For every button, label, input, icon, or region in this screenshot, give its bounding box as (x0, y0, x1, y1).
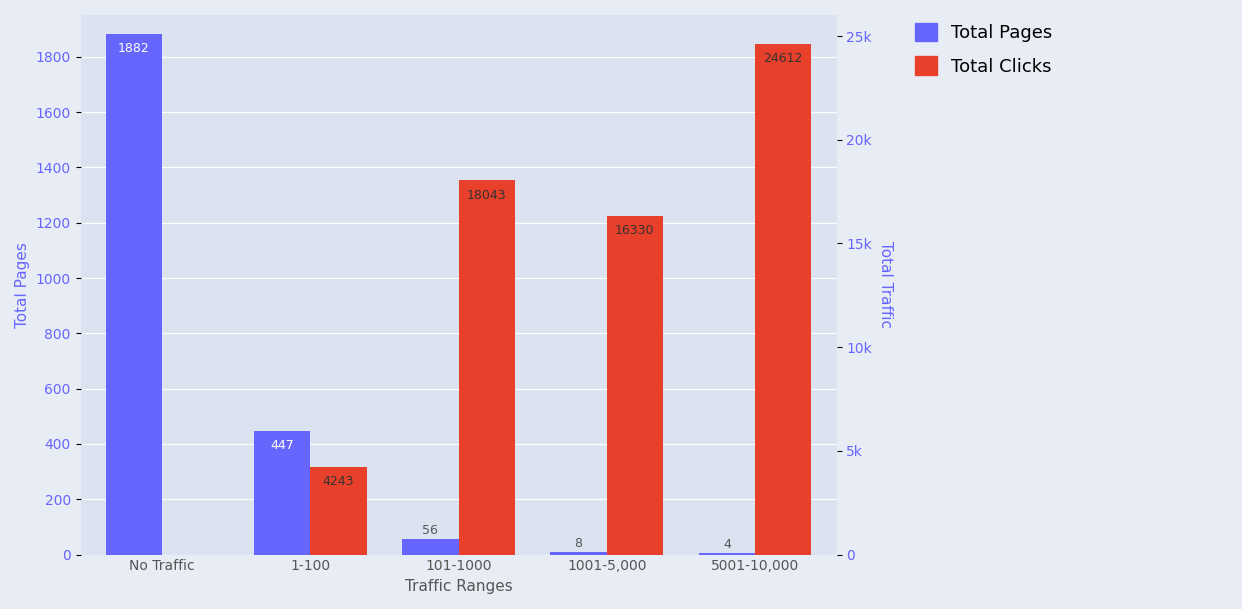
Text: 8: 8 (575, 537, 582, 550)
Text: 4243: 4243 (323, 475, 354, 488)
Bar (699, 554, 755, 555)
Bar (253, 431, 310, 555)
Bar (310, 466, 366, 555)
Bar (458, 180, 515, 555)
Bar (755, 44, 811, 555)
Bar (402, 539, 458, 555)
Bar (550, 552, 607, 555)
Text: 56: 56 (422, 524, 438, 537)
X-axis label: Traffic Ranges: Traffic Ranges (405, 579, 513, 594)
Text: 447: 447 (271, 439, 294, 452)
Text: 18043: 18043 (467, 189, 507, 202)
Y-axis label: Total Pages: Total Pages (15, 242, 30, 328)
Bar (106, 34, 161, 555)
Text: 4: 4 (723, 538, 730, 551)
Text: 24612: 24612 (764, 52, 802, 65)
Bar (607, 216, 663, 555)
Text: 16330: 16330 (615, 224, 655, 237)
Legend: Total Pages, Total Clicks: Total Pages, Total Clicks (905, 13, 1062, 85)
Y-axis label: Total Traffic: Total Traffic (878, 241, 893, 328)
Text: 1882: 1882 (118, 43, 150, 55)
